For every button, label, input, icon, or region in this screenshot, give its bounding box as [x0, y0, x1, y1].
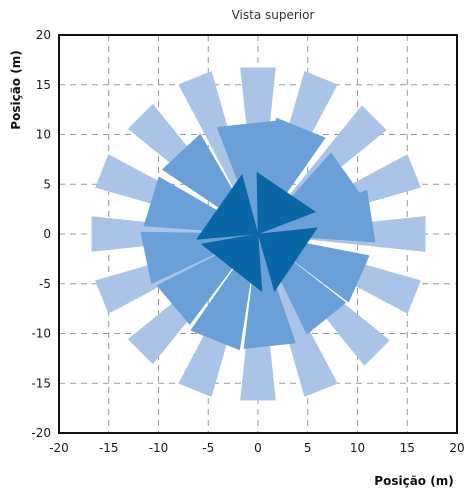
- y-tick-label: -15: [31, 376, 51, 390]
- y-tick-label: 20: [36, 28, 51, 42]
- x-tick-label: -10: [149, 441, 169, 455]
- x-ticks: -20 -15 -10 -5 0 5 10 15 20: [49, 441, 464, 455]
- x-tick-label: 0: [254, 441, 262, 455]
- wedge-inner: [256, 171, 317, 235]
- y-axis-title: Posição (m): [9, 50, 23, 129]
- y-tick-label: 0: [43, 227, 51, 241]
- wedge-inner: [200, 233, 263, 293]
- x-tick-label: 20: [449, 441, 464, 455]
- x-tick-label: 15: [400, 441, 415, 455]
- x-tick-label: -20: [49, 441, 69, 455]
- wedge-inner: [257, 227, 318, 292]
- x-tick-label: 5: [304, 441, 312, 455]
- y-tick-label: -20: [31, 426, 51, 440]
- y-tick-label: 10: [36, 128, 51, 142]
- x-tick-label: 10: [350, 441, 365, 455]
- wedges: [91, 67, 426, 401]
- wedge-inner: [195, 173, 259, 240]
- y-tick-label: 15: [36, 78, 51, 92]
- x-tick-label: -15: [99, 441, 119, 455]
- chart-title: Vista superior: [232, 8, 315, 22]
- x-axis-title: Posição (m): [374, 474, 453, 488]
- y-tick-label: -10: [31, 327, 51, 341]
- plot-frame: [58, 34, 458, 434]
- x-tick-label: -5: [202, 441, 214, 455]
- y-ticks: -20 -15 -10 -5 0 5 10 15 20: [31, 28, 51, 440]
- y-tick-label: 5: [43, 177, 51, 191]
- y-tick-label: -5: [39, 277, 51, 291]
